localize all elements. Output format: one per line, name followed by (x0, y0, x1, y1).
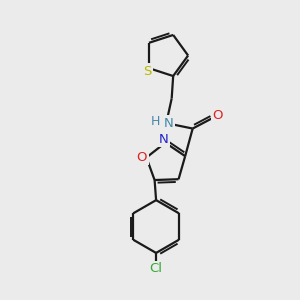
Text: N: N (164, 117, 173, 130)
Text: S: S (143, 65, 152, 78)
Text: O: O (136, 151, 147, 164)
Text: H: H (151, 115, 160, 128)
Text: Cl: Cl (150, 262, 163, 275)
Text: N: N (159, 133, 169, 146)
Text: O: O (212, 109, 223, 122)
